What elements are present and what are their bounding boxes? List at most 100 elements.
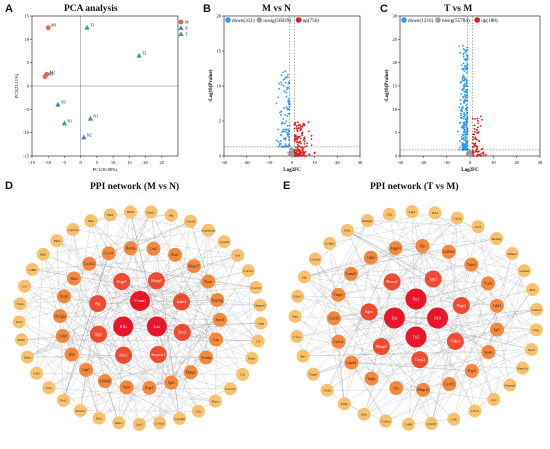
pca-point-m <box>45 25 51 31</box>
volcano-point-up <box>477 130 480 133</box>
network-node-label: Spp1 <box>94 331 102 336</box>
network-node-label: Cx3cr1 <box>333 340 344 344</box>
network-node-label: Cat <box>240 373 245 377</box>
network-edge <box>98 334 127 388</box>
volcano-point-up <box>473 124 476 127</box>
volcano-point-up <box>299 129 302 132</box>
legend-marker-m <box>178 19 184 25</box>
network-edge <box>471 264 537 330</box>
volcano-point-down <box>466 119 469 122</box>
network-edge <box>392 253 513 283</box>
network-node-outer <box>447 412 461 426</box>
network-node-label: Pon1 <box>171 253 179 257</box>
y-tick-label: 5 <box>219 119 222 124</box>
pca-point-label: N3 <box>61 101 66 105</box>
volcano-point-down <box>460 135 463 138</box>
volcano-point-up <box>482 151 485 154</box>
volcano-point-down <box>465 123 468 126</box>
legend-label: M <box>185 20 189 25</box>
network-edge <box>371 281 393 379</box>
network-edge <box>367 220 423 247</box>
volcano-point-down <box>282 137 285 140</box>
network-node-label: Pcolce <box>76 409 86 413</box>
network-node-inner <box>446 332 464 350</box>
network-node-label: Cxcl10 <box>444 382 455 386</box>
network-node-label: Ier3 <box>475 225 481 229</box>
network-edge <box>118 319 220 423</box>
network-node-label: Retnla <box>126 246 136 250</box>
network-edge <box>123 319 220 356</box>
pca-point-label: N1 <box>93 115 98 119</box>
volcano-point-down <box>284 143 287 145</box>
volcano-point-up <box>302 150 305 153</box>
network-edge <box>123 326 217 340</box>
network-node-label: S100a8 <box>100 379 111 383</box>
volcano-point-down <box>284 128 286 131</box>
network-node-middle <box>82 256 97 271</box>
y-tick-label: 30 <box>393 14 398 19</box>
network-edge <box>98 333 172 383</box>
volcano-point-down <box>463 146 465 149</box>
network-edge <box>304 264 472 278</box>
network-node-label: Serping <box>212 298 223 302</box>
volcano-point-down <box>464 108 467 111</box>
volcano-point-down <box>285 106 288 109</box>
volcano-point-down <box>286 76 288 78</box>
volcano-point-down <box>283 107 285 109</box>
volcano-point-down <box>465 141 467 144</box>
network-edge <box>422 245 497 306</box>
y-tick-label: 10 <box>217 84 222 89</box>
x-tick-label: -10 <box>266 160 273 165</box>
network-node-outer <box>428 206 442 220</box>
network-edge <box>98 211 152 335</box>
volcano-point-up <box>472 135 474 138</box>
network-node-inner <box>452 297 470 315</box>
network-node-outer <box>337 397 351 411</box>
x-tick-label: 10 <box>491 160 496 165</box>
network-edge <box>333 318 397 389</box>
network-nodes: Fn1 Il10 Tff2 Tnc Spp1 Ptgs2 Thbs1 Timp2 Mmp9 Itg… <box>288 205 544 431</box>
pca-point-label: M1 <box>51 24 56 28</box>
volcano-point-up <box>308 153 311 156</box>
x-tick-label: 25 <box>160 160 165 165</box>
network-node-label: Per2 <box>60 399 67 403</box>
volcano-point-up <box>297 124 300 126</box>
network-node-middle <box>210 292 225 307</box>
volcano-point-up <box>303 151 306 154</box>
network-node-outer <box>201 223 215 237</box>
volcano-point-down <box>282 78 285 81</box>
panel-label-a: A <box>5 3 13 15</box>
network-edge <box>73 278 124 356</box>
volcano-point-down <box>462 136 465 139</box>
volcano-point-down <box>281 130 284 133</box>
network-edge <box>304 245 423 278</box>
volcano-point-up <box>297 141 300 144</box>
network-edge <box>97 221 191 304</box>
network-edge <box>20 265 194 304</box>
legend-marker <box>401 17 407 23</box>
network-edge <box>89 214 111 264</box>
volcano-point-down <box>277 128 280 131</box>
network-node-outer <box>323 236 337 250</box>
y-tick-label: 20 <box>393 60 398 65</box>
volcano-point-down <box>463 65 466 67</box>
network-edge <box>98 287 256 419</box>
network-node-label: Hsd2 <box>127 210 135 214</box>
volcano-point-down <box>280 74 283 76</box>
volcano-point-down <box>456 130 459 133</box>
volcano-point-down <box>460 80 463 83</box>
network-edge <box>304 276 450 385</box>
network-edge <box>190 221 209 282</box>
volcano-point-down <box>458 45 461 47</box>
network-node-outer <box>360 214 374 228</box>
network-node-label: Vegfc <box>367 377 376 381</box>
y-tick-label: 10 <box>25 37 30 42</box>
network-edge <box>139 374 243 425</box>
y-tick-label: 15 <box>217 49 222 54</box>
volcano-point-nosig <box>290 155 292 157</box>
network-node-label: Per3 <box>16 320 23 324</box>
volcano-point-down <box>282 128 284 131</box>
